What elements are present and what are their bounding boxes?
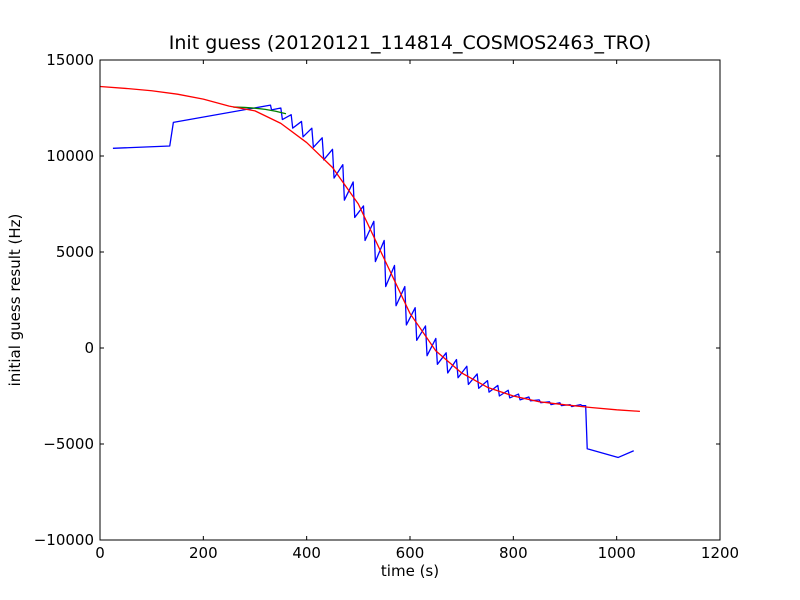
y-tick-label: 10000 [46,147,94,165]
series-line-3 [99,85,640,413]
x-tick-label: 200 [189,544,218,562]
x-tick-label: 1200 [701,544,739,562]
x-tick-label: 400 [292,544,321,562]
series-layer [99,85,640,459]
x-tick-label: 0 [95,544,105,562]
plot-frame [99,59,721,541]
y-tick-label: −5000 [43,435,94,453]
x-tick-label: 800 [499,544,528,562]
y-tick-label: −10000 [34,531,94,549]
x-tick-label: 1000 [598,544,636,562]
ticks-layer: 0 200 400 600 800 1000 1200 −10000 −5000 0 5000 100… [34,51,739,562]
y-axis-label: initial guess result (Hz) [6,214,24,387]
x-tick-label: 600 [396,544,425,562]
x-axis-label: time (s) [381,562,439,580]
y-tick-label: 0 [84,339,94,357]
y-tick-label: 5000 [56,243,94,261]
series-line-1 [112,104,634,459]
series-line-2 [233,106,287,115]
y-tick-label: 15000 [46,51,94,69]
chart-title: Init guess (20120121_114814_COSMOS2463_T… [169,32,651,54]
